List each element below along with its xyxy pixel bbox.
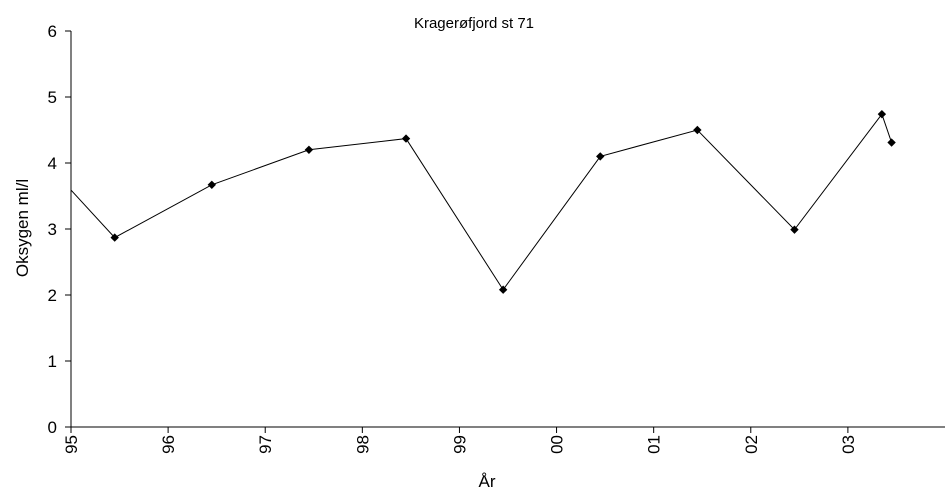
y-tick-label: 0: [48, 418, 57, 437]
data-point: [304, 145, 314, 154]
x-tick-label: 02: [742, 435, 761, 454]
y-axis-label: Oksygen ml/l: [13, 179, 32, 277]
data-point: [596, 152, 605, 161]
chart-title: Kragerøfjord st 71: [414, 15, 534, 32]
x-tick-label: 99: [450, 435, 469, 454]
y-tick-label: 6: [48, 22, 57, 41]
y-tick-label: 4: [48, 154, 57, 173]
x-tick-label: 96: [159, 435, 178, 454]
data-point: [110, 233, 119, 242]
data-point: [790, 225, 799, 234]
x-axis-label: År: [479, 472, 496, 491]
data-point: [401, 134, 411, 143]
y-tick-label: 3: [48, 220, 57, 239]
data-point: [877, 109, 887, 119]
series-line: [70, 113, 893, 291]
y-tick-label: 5: [48, 88, 57, 107]
x-tick-label: 95: [62, 435, 81, 454]
data-point: [207, 180, 217, 189]
x-tick-label: 98: [353, 435, 372, 454]
y-tick-label: 1: [48, 352, 57, 371]
data-point: [498, 285, 508, 294]
x-tick-label: 01: [645, 435, 664, 454]
x-tick-label: 97: [256, 435, 275, 454]
y-tick-label: 2: [48, 286, 57, 305]
x-tick-label: 00: [548, 435, 567, 454]
data-point: [887, 138, 896, 147]
data-point: [693, 125, 702, 135]
x-tick-label: 03: [839, 435, 858, 454]
